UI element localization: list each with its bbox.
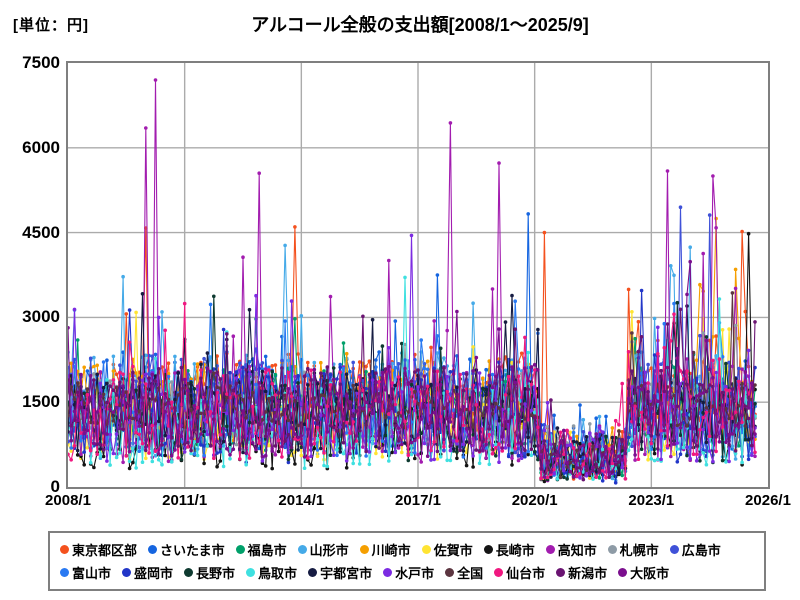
- legend-item: 仙台市: [494, 563, 545, 582]
- plot-area: [66, 61, 770, 489]
- legend-label: 富山市: [72, 566, 112, 581]
- legend-item: 鳥取市: [246, 563, 297, 582]
- legend-item: 川崎市: [359, 540, 411, 559]
- legend-item: 全国: [445, 563, 483, 582]
- y-axis-tick-label: 6000: [22, 137, 60, 157]
- legend-item: 長崎市: [483, 540, 535, 559]
- x-axis-tick-label: 2026/1: [745, 492, 791, 509]
- legend-color-dot-icon: [235, 545, 245, 554]
- legend-label: 新潟市: [568, 566, 608, 581]
- legend-item: 盛岡市: [122, 563, 173, 582]
- legend-label: 東京都区部: [72, 543, 138, 558]
- legend-label: 盛岡市: [134, 566, 174, 581]
- legend-label: 全国: [457, 566, 484, 581]
- legend-item: 札幌市: [607, 540, 659, 559]
- y-axis-tick-label: 0: [50, 477, 60, 496]
- legend-color-dot-icon: [184, 568, 194, 577]
- legend-label: 大阪市: [630, 566, 670, 581]
- legend-item: 高知市: [545, 540, 597, 559]
- series-line: [68, 259, 757, 479]
- legend-label: 札幌市: [619, 543, 659, 558]
- legend-color-dot-icon: [618, 568, 628, 577]
- legend-label: 山形市: [309, 543, 349, 558]
- legend-label: 水戸市: [395, 566, 435, 581]
- x-axis-tick-label: 2023/1: [628, 492, 675, 509]
- x-axis-tick-label: 2008/1: [45, 492, 91, 509]
- legend-item: 長野市: [184, 563, 235, 582]
- legend-item: さいたま市: [148, 540, 225, 559]
- legend-label: 広島市: [681, 543, 721, 558]
- legend-item: 佐賀市: [421, 540, 473, 559]
- legend-color-dot-icon: [148, 545, 158, 554]
- legend-label: 川崎市: [371, 543, 411, 558]
- legend-color-dot-icon: [383, 568, 393, 577]
- legend-color-dot-icon: [308, 568, 318, 577]
- legend-item: 富山市: [60, 563, 111, 582]
- legend-color-dot-icon: [246, 568, 256, 577]
- legend-color-dot-icon: [421, 545, 431, 554]
- x-axis-tick-label: 2014/1: [278, 492, 325, 509]
- legend-color-dot-icon: [445, 568, 455, 577]
- legend-label: 宇都宮市: [320, 566, 373, 581]
- y-axis-tick-label: 4500: [22, 222, 60, 242]
- legend-color-dot-icon: [607, 545, 617, 554]
- legend-color-dot-icon: [494, 568, 504, 577]
- x-axis-tick-label: 2011/1: [162, 492, 208, 509]
- x-axis-tick-label: 2020/1: [511, 492, 558, 509]
- legend-color-dot-icon: [60, 545, 69, 554]
- unit-label: [単位：円]: [13, 17, 89, 34]
- legend-color-dot-icon: [297, 545, 307, 554]
- legend-item: 山形市: [297, 540, 349, 559]
- chart-title: アルコール全般の支出額[2008/1～2025/9]: [251, 15, 589, 35]
- legend-item: 宇都宮市: [308, 563, 372, 582]
- legend-label: 仙台市: [506, 566, 546, 581]
- legend-color-dot-icon: [122, 568, 132, 577]
- legend-color-dot-icon: [60, 568, 69, 577]
- legend-item: 東京都区部: [60, 540, 137, 559]
- legend-item: 水戸市: [383, 563, 434, 582]
- chart-canvas: [68, 63, 768, 487]
- legend-label: さいたま市: [160, 543, 225, 558]
- legend-label: 高知市: [557, 543, 597, 558]
- legend-label: 長崎市: [495, 543, 535, 558]
- y-axis-tick-label: 1500: [22, 392, 60, 412]
- legend-color-dot-icon: [669, 545, 679, 554]
- legend-color-dot-icon: [556, 568, 566, 577]
- legend-color-dot-icon: [545, 545, 555, 554]
- legend-color-dot-icon: [359, 545, 369, 554]
- legend-item: 大阪市: [618, 563, 669, 582]
- y-axis-tick-label: 7500: [22, 53, 60, 72]
- legend: 東京都区部 さいたま市 福島市 山形市 川崎市 佐賀市 長崎市 高知市 札幌市 広島市富山市 盛岡市…: [48, 531, 766, 591]
- legend-label: 福島市: [247, 543, 287, 558]
- x-axis-tick-label: 2017/1: [395, 492, 441, 509]
- legend-color-dot-icon: [483, 545, 493, 554]
- legend-item: 新潟市: [556, 563, 607, 582]
- legend-item: 広島市: [669, 540, 721, 559]
- legend-label: 鳥取市: [258, 566, 298, 581]
- legend-item: 福島市: [235, 540, 287, 559]
- legend-label: 長野市: [196, 566, 236, 581]
- legend-label: 佐賀市: [433, 543, 473, 558]
- y-axis-tick-label: 3000: [22, 307, 60, 327]
